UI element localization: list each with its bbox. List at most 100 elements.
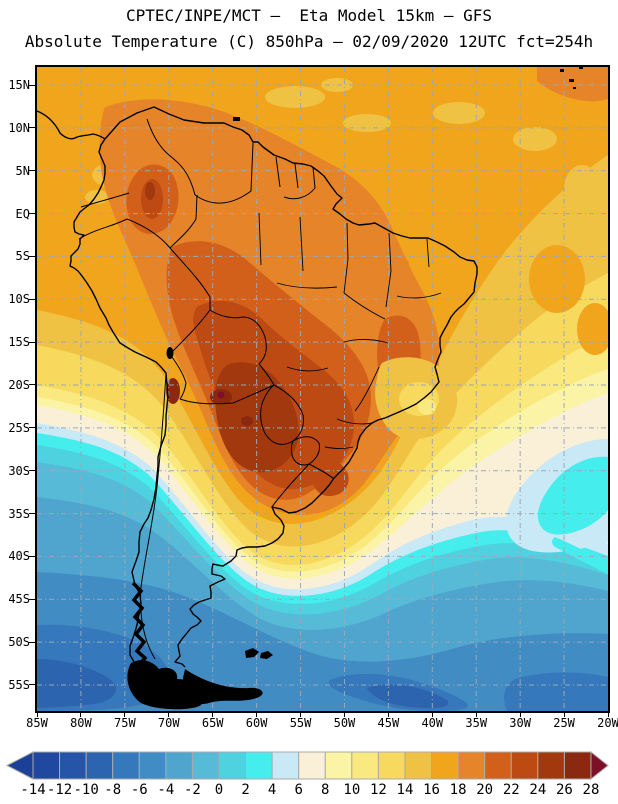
lat-tick-label: 30S: [8, 463, 30, 478]
coldest-core-sw: [37, 659, 116, 708]
patagonia-fjords: [127, 581, 263, 710]
colorbar-cell: [351, 751, 379, 780]
colorbar-tick-label: 2: [241, 782, 250, 798]
lon-tick-label: 35W: [465, 716, 488, 730]
lon-tick-mark: [431, 711, 433, 717]
lon-tick-label: 75W: [114, 716, 136, 730]
lon-tick-label: 50W: [333, 716, 356, 730]
colorbar-tick-label: 18: [449, 782, 467, 798]
lat-tick-label: EQ: [15, 206, 30, 221]
lon-tick-mark: [168, 711, 170, 717]
lat-tick-label: 35S: [8, 506, 30, 521]
colorbar-cell: [32, 751, 61, 780]
graticule: [37, 67, 608, 711]
colorbar-tick-label: 12: [369, 782, 387, 798]
coastline: [37, 106, 478, 668]
colorbar-tick-label: 8: [321, 782, 330, 798]
lon-tick-mark: [343, 711, 345, 717]
lon-tick-mark: [124, 711, 126, 717]
lon-tick-label: 45W: [377, 716, 400, 730]
colorbar-cell: [245, 751, 273, 780]
colorbar-cell: [457, 751, 486, 780]
lon-tick-mark: [36, 711, 38, 717]
colorbar-cell: [138, 751, 167, 780]
lat-tick-label: 50S: [8, 635, 30, 650]
colorbar-tick-label: -14: [20, 782, 46, 798]
lat-tick-label: 55S: [8, 677, 30, 692]
lon-tick-mark: [475, 711, 477, 717]
lon-tick-label: 60W: [245, 716, 268, 730]
lon-tick-mark: [387, 711, 389, 717]
colorbar-tick-label: -4: [157, 782, 175, 798]
lon-tick-label: 20W: [597, 716, 618, 730]
lat-tick-label: 25S: [8, 420, 30, 435]
lat-tick-label: 15S: [8, 335, 30, 350]
colorbar-tick-label: -2: [183, 782, 201, 798]
colorbar-cell: [563, 751, 592, 780]
state-borders: [258, 212, 442, 449]
colorbar-cell: [324, 751, 353, 780]
colorbar-cell: [431, 751, 459, 780]
colorbar-cell: [537, 751, 565, 780]
lat-tick-mark: [29, 470, 35, 472]
colorbar-left-arrow: [5, 751, 34, 780]
temperature-colorbar: -14 -12 -10 -8 -6 -4 -2 0 2 4 6 8 10 12 14 16 18 20 22 24 26…: [0, 748, 618, 800]
lat-tick-mark: [29, 684, 35, 686]
lon-tick-label: 80W: [70, 716, 92, 730]
lon-tick-label: 70W: [157, 716, 180, 730]
lon-tick-mark: [607, 711, 609, 717]
lat-tick-label: 20S: [8, 377, 30, 392]
colorbar-cell: [377, 751, 406, 780]
lon-tick-label: 55W: [289, 716, 312, 730]
colorbar-tick-label: 16: [423, 782, 440, 798]
colorbar-cell: [510, 751, 539, 780]
lat-tick-mark: [29, 555, 35, 557]
colorbar-tick-label: -10: [73, 782, 99, 798]
colorbar-tick-label: 24: [529, 782, 547, 798]
chart-header: CPTEC/INPE/MCT — Eta Model 15km — GFS Ab…: [0, 3, 618, 56]
lat-tick-mark: [29, 598, 35, 600]
lake-titicaca: [166, 347, 174, 359]
lon-tick-mark: [80, 711, 82, 717]
lon-tick-label: 25W: [553, 716, 575, 730]
caribbean-islands: [233, 67, 583, 121]
lon-tick-mark: [256, 711, 258, 717]
lat-tick-label: 15N: [8, 78, 30, 92]
colorbar-cell: [85, 751, 114, 780]
lat-tick-mark: [29, 170, 35, 172]
lon-tick-label: 85W: [26, 716, 48, 730]
lon-tick-label: 65W: [201, 716, 224, 730]
colorbar-cell: [191, 751, 220, 780]
colorbar-tick-label: 28: [582, 782, 600, 798]
lat-tick-mark: [29, 298, 35, 300]
lat-tick-label: 5S: [15, 249, 30, 264]
lat-tick-label: 10N: [8, 120, 30, 135]
colorbar-tick-label: 10: [343, 782, 361, 798]
colorbar-right-arrow: [590, 750, 609, 781]
lat-tick-mark: [29, 84, 35, 86]
lat-tick-mark: [29, 427, 35, 429]
temperature-field-canvas: [37, 67, 608, 711]
cold-patch-se: [503, 672, 608, 711]
lon-tick-mark: [519, 711, 521, 717]
colorbar-tick-label: -12: [46, 782, 73, 798]
lat-tick-label: 40S: [8, 549, 30, 564]
colorbar-tick-label: -6: [130, 782, 148, 798]
lat-tick-mark: [29, 127, 35, 129]
lon-tick-label: 30W: [509, 716, 531, 730]
lat-tick-label: 45S: [8, 592, 30, 607]
chart-title: CPTEC/INPE/MCT — Eta Model 15km — GFS: [125, 6, 493, 25]
colorbar-tick-label: 4: [267, 782, 277, 798]
lat-tick-mark: [29, 641, 35, 643]
map-frame: [35, 65, 610, 713]
colorbar-cell: [59, 751, 87, 780]
lon-tick-mark: [563, 711, 565, 717]
lat-tick-mark: [29, 384, 35, 386]
lat-tick-mark: [29, 213, 35, 215]
band-m6-m4: [37, 572, 608, 711]
lat-tick-mark: [29, 513, 35, 515]
colorbar-canvas: [5, 750, 609, 781]
colorbar-cell: [404, 751, 433, 780]
colorbar-cell: [218, 751, 247, 780]
lat-tick-label: 10S: [8, 292, 30, 307]
